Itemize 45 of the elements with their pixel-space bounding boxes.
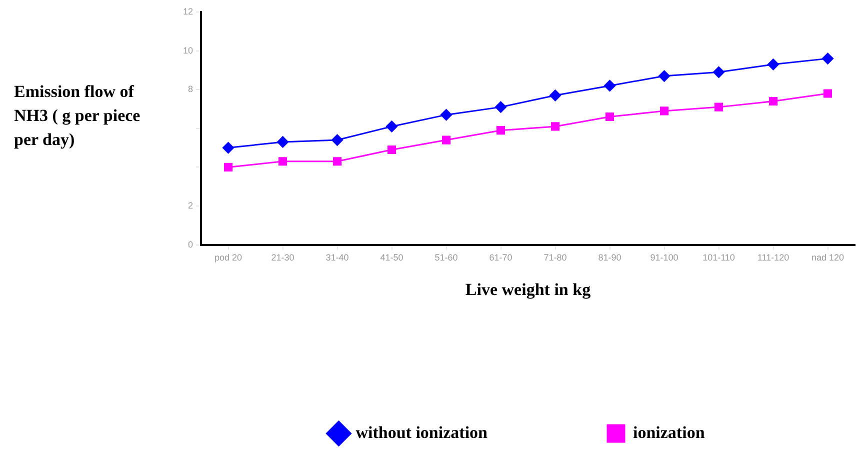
point xyxy=(768,96,778,106)
x-tick-label: 81-90 xyxy=(598,252,622,263)
x-tick-label: 101-110 xyxy=(702,252,735,263)
x-tick-label: 31-40 xyxy=(326,252,349,263)
y-tick-label: 10 xyxy=(182,45,194,56)
point xyxy=(660,106,669,116)
point xyxy=(440,109,452,121)
point xyxy=(386,120,398,132)
point xyxy=(222,142,234,154)
x-tick-label: 51-60 xyxy=(434,252,458,263)
point xyxy=(332,134,344,146)
point xyxy=(387,145,396,154)
point xyxy=(277,136,289,148)
point xyxy=(823,89,832,98)
x-tick-label: pod 20 xyxy=(214,252,242,263)
point xyxy=(495,101,507,113)
y-tick-label: 8 xyxy=(188,84,194,94)
point xyxy=(658,70,670,82)
x-tick-label: nad 120 xyxy=(811,252,844,263)
point xyxy=(278,157,288,166)
x-tick-label: 21-30 xyxy=(271,252,294,263)
x-tick-label: 91-100 xyxy=(650,252,678,263)
legend-label: without ionization xyxy=(356,422,488,442)
y-tick-label: 12 xyxy=(182,6,194,16)
y-tick-label: 2 xyxy=(188,200,194,210)
point xyxy=(550,122,560,131)
y-axis-title: Emission flow of NH3 ( g per piece per day) xyxy=(14,81,142,151)
point xyxy=(713,66,724,78)
point xyxy=(605,112,614,122)
x-tick-label: 41-50 xyxy=(380,252,404,263)
legend-label: ionization xyxy=(632,422,706,442)
x-axis-title: Live weight in kg xyxy=(465,280,592,300)
point xyxy=(442,136,451,144)
x-tick-label: 71-80 xyxy=(544,252,567,263)
point xyxy=(550,90,562,102)
point xyxy=(496,126,506,135)
point xyxy=(224,162,233,172)
point xyxy=(332,157,342,166)
point xyxy=(768,58,779,70)
y-tick-label: 0 xyxy=(188,239,194,250)
point xyxy=(714,102,724,112)
x-tick-label: 61-70 xyxy=(489,252,512,263)
x-tick-label: 111-120 xyxy=(757,252,790,263)
point xyxy=(604,80,616,92)
point xyxy=(822,52,834,64)
